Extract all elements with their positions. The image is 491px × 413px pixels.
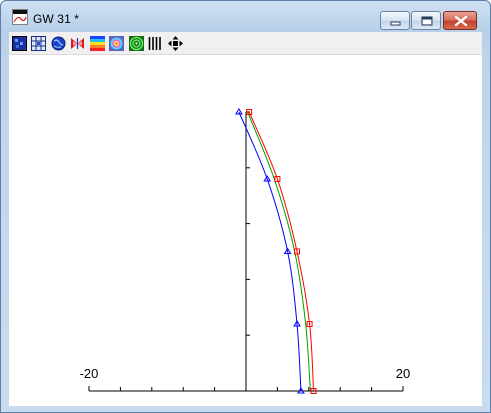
x-tick-label-right: 20	[396, 366, 410, 381]
bars-icon[interactable]	[148, 36, 163, 51]
grid-map-icon[interactable]	[12, 36, 27, 51]
color-bands-icon[interactable]	[90, 36, 105, 51]
data-table-icon[interactable]	[31, 36, 46, 51]
radial-pattern-icon[interactable]	[109, 36, 124, 51]
close-icon	[444, 12, 478, 31]
close-button[interactable]	[443, 11, 477, 30]
title-bar[interactable]: GW 31 *	[1, 1, 490, 31]
globe-icon[interactable]	[51, 36, 66, 51]
series-line-3	[249, 112, 313, 391]
restore-button[interactable]	[411, 11, 441, 30]
minimize-button[interactable]	[380, 11, 410, 30]
chart-axes	[89, 112, 403, 391]
app-icon	[12, 9, 28, 25]
window-title: GW 31 *	[33, 12, 79, 26]
arrows-cross-icon[interactable]	[168, 36, 183, 51]
restore-icon	[412, 12, 442, 31]
chart-series	[239, 112, 314, 391]
chart-markers	[236, 109, 316, 394]
target-icon[interactable]	[129, 36, 144, 51]
plot-area: -20 20	[9, 54, 482, 406]
butterfly-icon[interactable]	[70, 36, 85, 51]
toolbar	[9, 32, 482, 54]
x-tick-label-left: -20	[80, 366, 99, 381]
series-line-1	[239, 112, 301, 391]
profile-chart: -20 20	[9, 55, 482, 407]
minimize-icon	[381, 12, 411, 31]
